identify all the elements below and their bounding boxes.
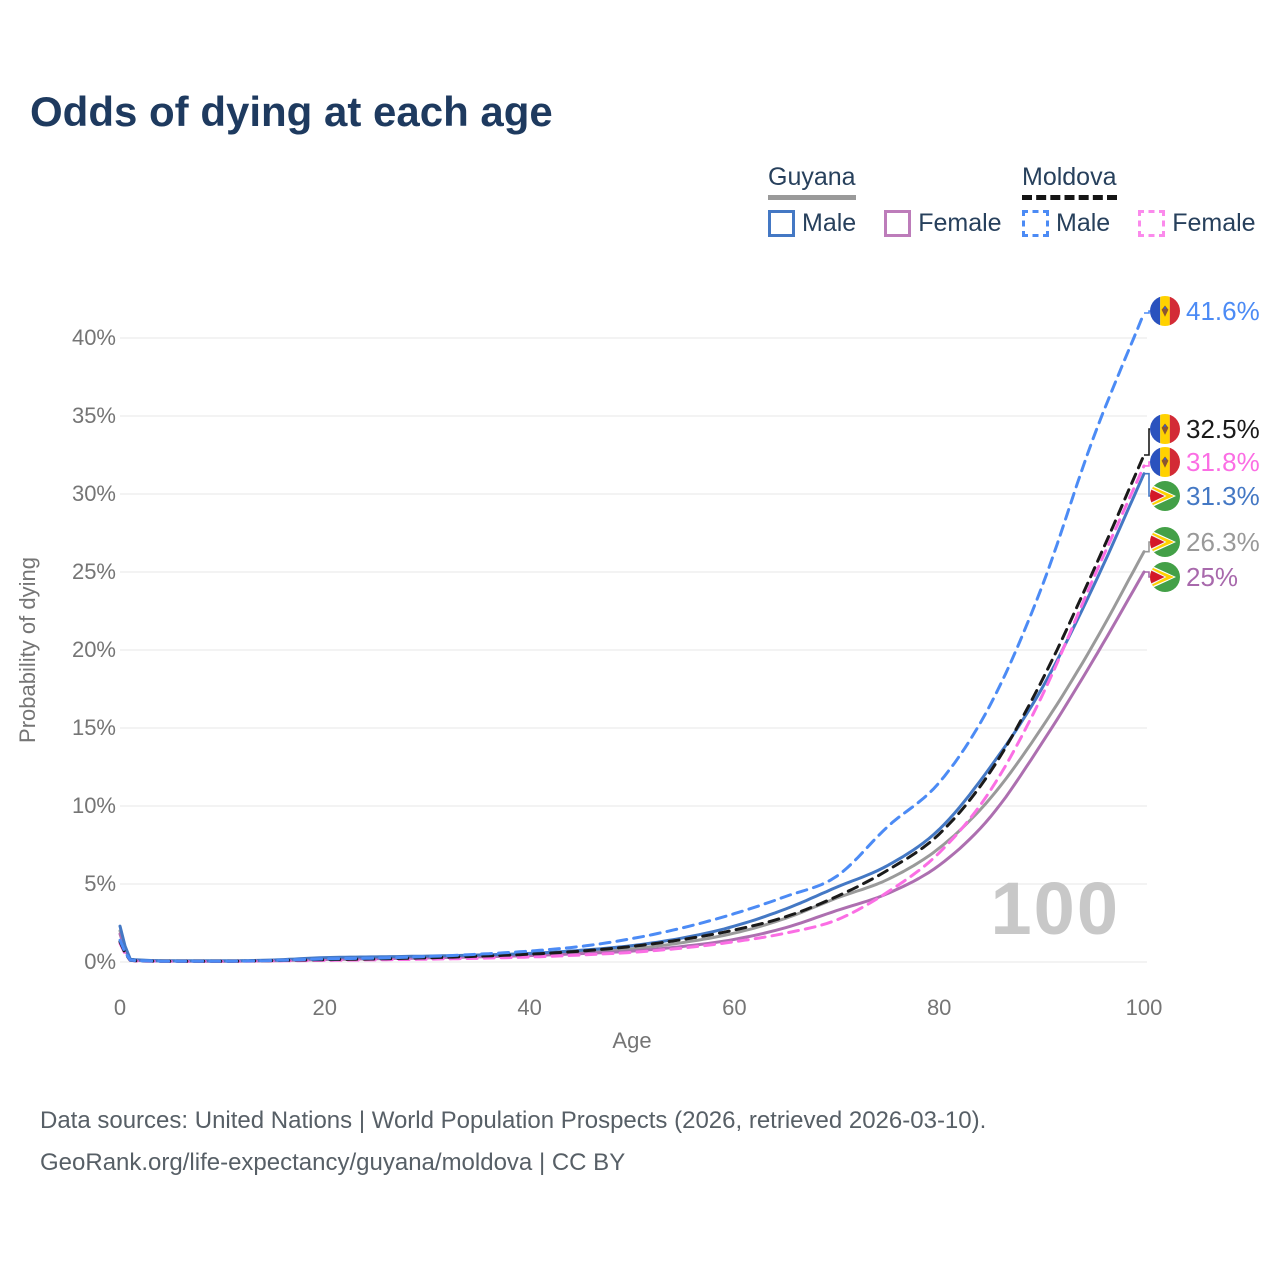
x-tick-label: 80	[926, 995, 952, 1020]
moldova-flag-icon	[1150, 296, 1180, 326]
end-label-guyana-male: 31.3%	[1150, 479, 1260, 513]
end-label-value: 25%	[1186, 561, 1239, 592]
moldova-flag-icon	[1150, 447, 1180, 477]
footer: Data sources: United Nations | World Pop…	[40, 1100, 986, 1184]
guyana-flag-icon	[1150, 481, 1180, 511]
y-tick-label: 15%	[71, 715, 116, 740]
end-label-moldova: 32.5%	[1150, 412, 1260, 446]
legend-group-guyana: Guyana Male Female	[768, 163, 1002, 238]
moldova-flag-icon	[1150, 414, 1180, 444]
y-tick-label: 0%	[84, 949, 116, 974]
y-tick-label: 10%	[71, 793, 116, 818]
legend-group-moldova: Moldova Male Female	[1022, 163, 1256, 238]
page-title: Odds of dying at each age	[30, 88, 553, 135]
series-line-moldova-male	[118, 311, 1146, 963]
end-label-guyana-female: 25%	[1150, 560, 1238, 594]
y-tick-label: 40%	[71, 325, 116, 350]
end-label-guyana: 26.3%	[1150, 525, 1260, 559]
guyana-male-swatch	[768, 210, 795, 237]
y-tick-label: 20%	[71, 637, 116, 662]
guyana-flag-icon	[1150, 527, 1180, 557]
legend-item-moldova-female: Female	[1138, 209, 1256, 238]
end-label-value: 32.5%	[1186, 413, 1260, 444]
y-tick-label: 5%	[84, 871, 116, 896]
legend-label: Female	[1172, 209, 1256, 237]
guyana-female-swatch	[884, 210, 912, 237]
end-label-value: 41.6%	[1186, 295, 1260, 326]
data-source-line: Data sources: United Nations | World Pop…	[40, 1107, 987, 1134]
end-label-value: 31.3%	[1186, 480, 1260, 511]
guyana-flag-icon	[1150, 562, 1180, 592]
x-axis-title: Age	[612, 1028, 652, 1053]
legend-label: Male	[802, 209, 857, 237]
x-tick-label: 60	[722, 995, 747, 1020]
legend-item-moldova-male: Male	[1022, 209, 1110, 238]
x-tick-label: 100	[1125, 995, 1163, 1020]
moldova-male-swatch	[1022, 210, 1049, 237]
age-watermark: 100	[990, 867, 1120, 950]
legend-label: Female	[918, 209, 1002, 237]
x-tick-label: 0	[113, 995, 127, 1020]
legend-item-guyana-male: Male	[768, 209, 856, 238]
moldova-female-swatch	[1138, 210, 1166, 237]
end-label-value: 26.3%	[1186, 526, 1260, 557]
x-tick-label: 40	[517, 995, 542, 1020]
legend-moldova-header: Moldova	[1022, 163, 1117, 200]
end-label-moldova-female: 31.8%	[1150, 445, 1260, 479]
end-label-value: 31.8%	[1186, 446, 1260, 477]
y-tick-label: 25%	[71, 559, 116, 584]
legend-guyana-header: Guyana	[768, 163, 856, 200]
legend-item-guyana-female: Female	[884, 209, 1002, 238]
legend-label: Male	[1056, 209, 1111, 237]
y-tick-label: 35%	[71, 403, 116, 428]
end-label-moldova-male: 41.6%	[1150, 294, 1260, 328]
attribution-line: GeoRank.org/life-expectancy/guyana/moldo…	[40, 1149, 626, 1176]
x-tick-label: 20	[312, 995, 338, 1020]
y-tick-label: 30%	[71, 481, 116, 506]
